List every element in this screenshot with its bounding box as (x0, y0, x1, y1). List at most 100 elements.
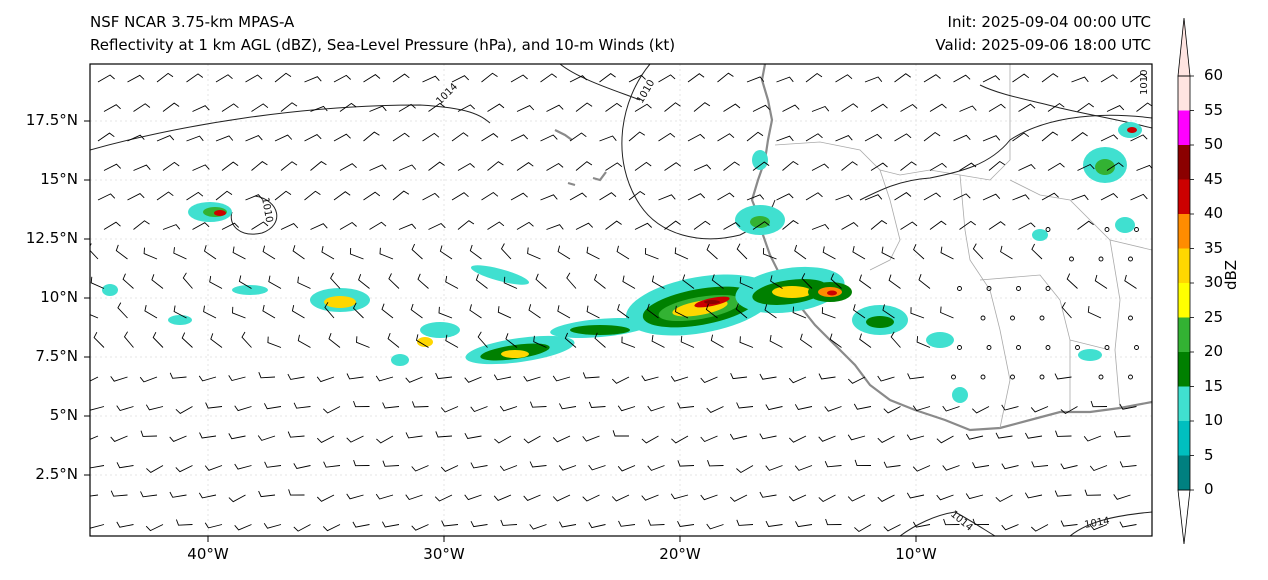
wind-barb (557, 305, 571, 319)
wind-barb (464, 432, 482, 440)
wind-barb (847, 376, 866, 384)
wind-barb (1094, 274, 1108, 289)
wind-barb (169, 372, 187, 379)
wind-barb (1024, 492, 1043, 499)
wind-barb (221, 103, 239, 112)
wind-barb (1018, 164, 1036, 171)
wind-barb (268, 275, 282, 289)
wind-barb (152, 331, 164, 348)
wind-barb (375, 375, 394, 382)
wind-barb (199, 432, 217, 439)
wind-barb (988, 103, 1006, 112)
colorbar-segment (1178, 421, 1190, 456)
wind-barb (586, 305, 600, 319)
wind-barb (894, 133, 912, 142)
wind-barb (392, 132, 410, 142)
wind-barb (304, 134, 322, 142)
calm-wind-marker (951, 374, 956, 380)
wind-barb (717, 133, 735, 142)
wind-barb (527, 247, 541, 260)
wind-barb (641, 375, 659, 382)
wind-barb (428, 161, 445, 171)
wind-barb (93, 331, 105, 348)
wind-barb (1136, 102, 1152, 112)
wind-barb (622, 275, 636, 289)
wind-barb (670, 493, 689, 500)
wind-barb (621, 336, 636, 348)
wind-barb (293, 402, 311, 409)
wind-barb (788, 435, 807, 443)
colorbar-tick-label: 5 (1204, 445, 1214, 464)
wind-barb (203, 245, 217, 260)
wind-barb (411, 243, 423, 260)
wind-barb (234, 463, 252, 470)
wind-barb (415, 334, 429, 348)
wind-barb (752, 221, 770, 230)
wind-barb (982, 193, 1001, 201)
wind-barb (1031, 243, 1043, 260)
wind-barb (175, 519, 193, 526)
colorbar-tick-label: 40 (1204, 204, 1224, 222)
wind-barb (140, 491, 158, 498)
wind-barb (883, 524, 901, 532)
wind-barb (618, 520, 636, 527)
wind-barb (1113, 431, 1131, 438)
wind-barb (181, 332, 193, 348)
wind-barb (913, 521, 931, 528)
wind-barb (324, 302, 335, 319)
wind-barb (151, 274, 164, 289)
wind-barb (215, 135, 234, 142)
isobar-label: 1010 (259, 197, 274, 224)
wind-barb (936, 435, 954, 444)
wind-barb (1066, 273, 1078, 289)
colorbar-segment (1178, 179, 1190, 214)
wind-barb (540, 134, 558, 142)
wind-barb (232, 246, 246, 260)
wind-barb (392, 73, 410, 83)
wind-barb (470, 520, 488, 528)
wind-barb (599, 135, 617, 142)
wind-barb (612, 430, 629, 437)
wind-barb (540, 73, 557, 83)
wind-barb (605, 102, 622, 112)
coastline (554, 64, 1152, 432)
wind-barb (890, 331, 901, 348)
wind-barb (736, 402, 754, 409)
wind-barb (1071, 132, 1088, 142)
wind-barb (628, 131, 646, 142)
calm-wind-marker (1098, 374, 1104, 380)
wind-barb (736, 465, 754, 474)
wind-barb (546, 162, 564, 171)
colorbar-tick-label: 10 (1204, 411, 1224, 429)
wind-barb (1041, 73, 1059, 83)
wind-barb (972, 518, 990, 526)
wind-barb (173, 305, 187, 319)
wind-barb (599, 192, 617, 201)
wind-barb (215, 190, 233, 201)
wind-barb (333, 74, 352, 83)
wind-barb (127, 74, 145, 83)
wind-barb (805, 133, 823, 142)
wind-barb (535, 273, 547, 289)
wind-barb (1018, 103, 1036, 112)
colorbar-segment (1178, 110, 1190, 145)
wind-barb (811, 223, 830, 230)
wind-barb (322, 406, 341, 414)
wind-barb (133, 103, 151, 112)
wind-barb (788, 494, 807, 502)
wind-barb (723, 103, 741, 112)
wind-barb (328, 333, 341, 348)
wind-barb (569, 75, 588, 83)
wind-barb (1000, 245, 1013, 260)
wind-barb (156, 72, 174, 83)
wind-barb (1136, 164, 1152, 171)
wind-barb (564, 332, 577, 348)
wind-barb (363, 74, 381, 83)
wind-barb (428, 222, 446, 230)
wind-barb (405, 376, 423, 383)
wind-barb (280, 102, 298, 112)
wind-barb (943, 518, 960, 526)
wind-barb (569, 132, 587, 142)
wind-barb (752, 104, 771, 112)
